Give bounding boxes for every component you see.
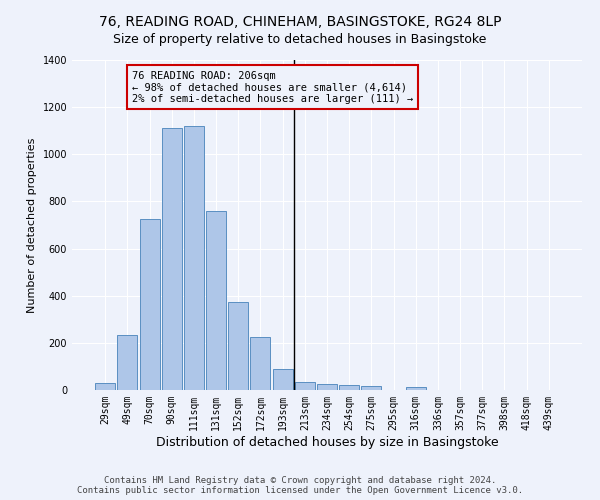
Bar bbox=[295, 382, 315, 390]
Bar bbox=[317, 384, 337, 390]
Bar bbox=[406, 387, 426, 390]
Bar bbox=[250, 337, 271, 390]
Y-axis label: Number of detached properties: Number of detached properties bbox=[27, 138, 37, 312]
Text: 76 READING ROAD: 206sqm
← 98% of detached houses are smaller (4,614)
2% of semi-: 76 READING ROAD: 206sqm ← 98% of detache… bbox=[132, 70, 413, 104]
Bar bbox=[118, 334, 137, 390]
Bar bbox=[162, 128, 182, 390]
Bar bbox=[228, 302, 248, 390]
Bar bbox=[184, 126, 204, 390]
Bar bbox=[206, 211, 226, 390]
X-axis label: Distribution of detached houses by size in Basingstoke: Distribution of detached houses by size … bbox=[155, 436, 499, 448]
Text: Contains HM Land Registry data © Crown copyright and database right 2024.
Contai: Contains HM Land Registry data © Crown c… bbox=[77, 476, 523, 495]
Bar bbox=[140, 219, 160, 390]
Text: Size of property relative to detached houses in Basingstoke: Size of property relative to detached ho… bbox=[113, 32, 487, 46]
Text: 76, READING ROAD, CHINEHAM, BASINGSTOKE, RG24 8LP: 76, READING ROAD, CHINEHAM, BASINGSTOKE,… bbox=[99, 15, 501, 29]
Bar bbox=[339, 385, 359, 390]
Bar bbox=[272, 369, 293, 390]
Bar bbox=[95, 383, 115, 390]
Bar bbox=[361, 386, 382, 390]
